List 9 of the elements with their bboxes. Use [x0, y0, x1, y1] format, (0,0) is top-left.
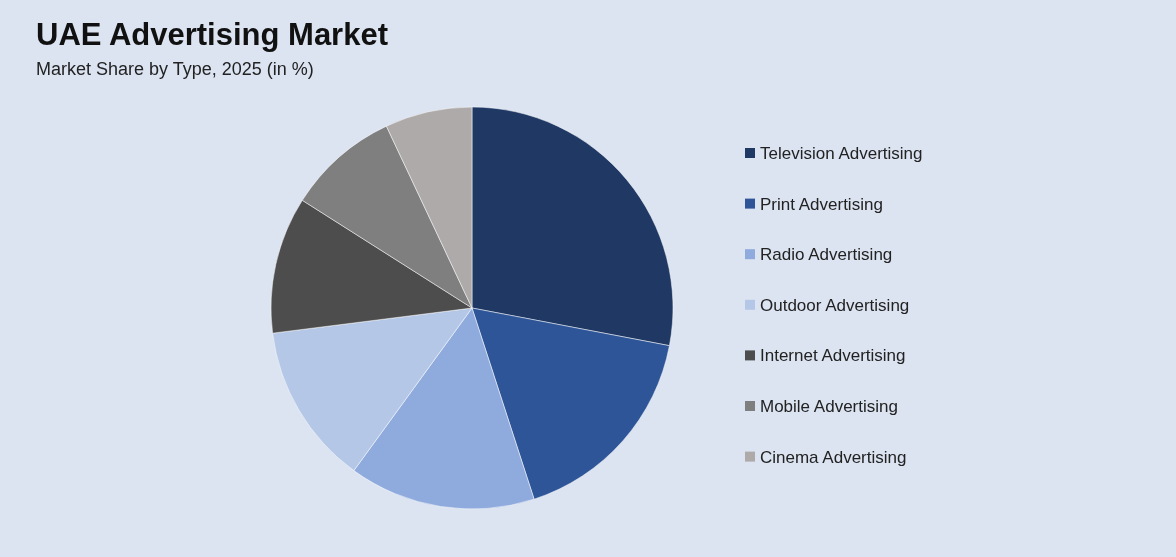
legend-label: Cinema Advertising: [760, 447, 907, 467]
legend-label: Outdoor Advertising: [760, 295, 910, 315]
legend-label: Internet Advertising: [760, 346, 906, 366]
legend-label: Television Advertising: [760, 143, 923, 163]
legend-label: Print Advertising: [760, 194, 883, 214]
legend-label: Mobile Advertising: [760, 396, 898, 416]
chart-subtitle: Market Share by Type, 2025 (in %): [36, 59, 314, 79]
legend-label: Radio Advertising: [760, 245, 893, 265]
chart-title: UAE Advertising Market: [36, 17, 388, 52]
